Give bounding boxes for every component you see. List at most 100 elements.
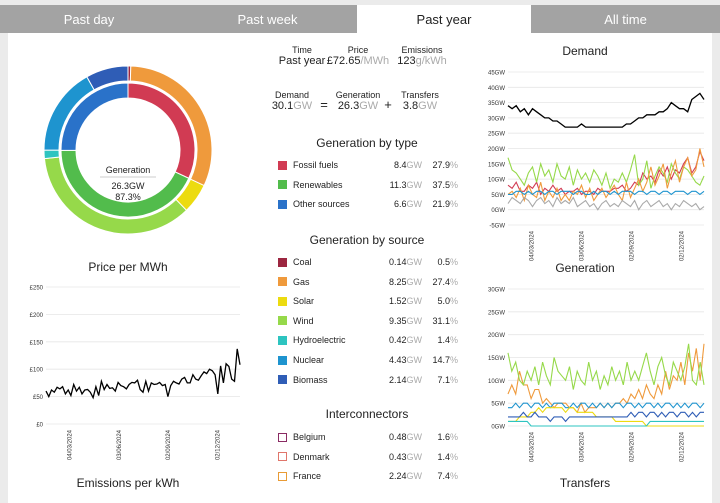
legend-percent: 37.5% [422,180,458,190]
donut-inner-other-sources[interactable] [60,82,129,151]
color-swatch [278,355,287,365]
legend-value-number: 2.24 [388,471,407,482]
series-line [507,92,705,128]
demand-label: Demand [274,90,310,100]
price-chart: £0 £50 £100 £150 £200 £250 04/03/2024 03/06/202… [30,286,241,460]
color-swatch [278,316,287,326]
y-tick-label: £150 [30,340,44,346]
series-line [508,411,704,423]
legend-value-number: 6.6 [393,199,407,210]
legend-row-renewables[interactable]: Renewables 11.3GW 37.5% [278,178,458,192]
legend-percent-number: 5.0 [437,296,450,307]
legend-name: Nuclear [293,355,325,365]
legend-percent: 27.9% [422,160,458,170]
legend-row-denmark[interactable]: Denmark 0.43GW 1.4% [278,450,458,464]
legend-row-wind[interactable]: Wind 9.35GW 31.1% [278,314,458,328]
y-tick-label: 25GW [488,132,505,138]
legend-row-biomass[interactable]: Biomass 2.14GW 7.1% [278,373,458,387]
legend-row-belgium[interactable]: Belgium 0.48GW 1.6% [278,430,458,444]
legend-value-number: 0.14 [388,257,407,267]
legend-value: 0.43GW [370,452,422,462]
donut-value: 26.3GW [111,181,145,191]
tab-past-week[interactable]: Past week [178,5,357,33]
legend-row-nuclear[interactable]: Nuclear 4.43GW 14.7% [278,353,458,367]
legend-row-coal[interactable]: Coal 0.14GW 0.5% [278,255,458,269]
y-tick-label: £100 [30,368,44,374]
y-tick-label: £50 [33,395,44,401]
legend-row-solar[interactable]: Solar 1.52GW 5.0% [278,294,458,308]
tab-past-year[interactable]: Past year [357,5,531,33]
legend-value-number: 4.43 [388,355,407,365]
y-tick-label: 35GW [488,101,505,107]
y-tick-label: 30GW [488,116,505,122]
x-tick-label: 02/09/2024 [629,230,635,261]
emissions-stat: Emissions 123g/kWh [392,45,452,67]
tab-past-day[interactable]: Past day [0,5,178,33]
color-swatch [278,199,287,209]
legend-value: 8.4GW [370,160,422,170]
series-line [508,420,704,427]
x-tick-label: 04/03/2024 [530,431,536,462]
legend-value-unit: GW [406,432,423,442]
generation-chart-title: Generation [555,261,615,275]
legend-percent-unit: % [449,471,458,482]
legend-row-other-sources[interactable]: Other sources 6.6GW 21.9% [278,197,458,211]
donut-label: Generation [106,165,151,175]
legend-value-number: 11.3 [389,179,407,190]
y-tick-label: 40GW [488,86,505,92]
legend-percent: 1.4% [422,335,458,345]
legend-value-unit: GW [406,276,423,287]
donut-outer-hydroelectric[interactable] [43,149,60,160]
legend-name: Denmark [293,451,330,462]
legend-percent-number: 7.1 [437,374,450,385]
legend-row-hydroelectric[interactable]: Hydroelectric 0.42GW 1.4% [278,333,458,347]
legend-row-france[interactable]: France 2.24GW 7.4% [278,469,458,483]
legend-name: France [293,471,322,482]
legend-name: Fossil fuels [293,160,339,170]
y-tick-label: 0GW [491,425,505,431]
color-swatch [278,452,287,462]
legend-percent: 5.0% [422,296,458,306]
color-swatch [278,296,287,306]
legend-value: 0.48GW [370,432,422,442]
color-swatch [278,471,287,481]
time-value: Past year [278,55,326,67]
tab-all-time[interactable]: All time [531,5,720,33]
legend-value: 9.35GW [370,316,422,326]
price-label: Price [347,45,369,55]
legend-percent-unit: % [449,199,458,210]
legend-row-fossil-fuels[interactable]: Fossil fuels 8.4GW 27.9% [278,158,458,172]
legend-row-gas[interactable]: Gas 8.25GW 27.4% [278,275,458,289]
legend-value: 2.14GW [370,375,422,385]
legend-percent-unit: % [449,160,458,170]
transfers-label: Transfers [401,90,439,100]
y-tick-label: 20GW [488,147,505,153]
y-tick-label: -5GW [489,224,505,230]
series-line [508,190,705,196]
legend-percent: 21.9% [422,199,458,209]
legend-percent: 1.6% [422,432,458,442]
gen-by-type-title: Generation by type [316,136,418,150]
emissions-value: 123 [397,55,416,67]
legend-percent-number: 21.9 [432,199,450,210]
emissions-label: Emissions [401,45,443,55]
donut-outer-biomass[interactable] [86,65,129,91]
series-line [507,343,705,390]
legend-name: Renewables [293,179,343,190]
x-tick-label: 03/06/2024 [117,429,123,460]
legend-percent-unit: % [449,432,458,442]
y-tick-label: £200 [30,313,44,319]
series-line [507,196,705,211]
legend-percent-unit: % [449,355,458,365]
emissions-unit: g/kWh [415,55,447,67]
legend-name: Coal [293,257,312,267]
legend-value: 0.14GW [370,257,422,267]
legend-value-number: 0.43 [388,451,407,462]
legend-value-unit: GW [406,315,423,326]
plus-sign: + [384,97,392,112]
legend-value-number: 8.4 [393,160,407,170]
x-tick-label: 04/03/2024 [67,429,73,460]
legend-name: Biomass [293,374,328,385]
legend-value-unit: GW [406,179,423,190]
legend-percent: 31.1% [422,316,458,326]
